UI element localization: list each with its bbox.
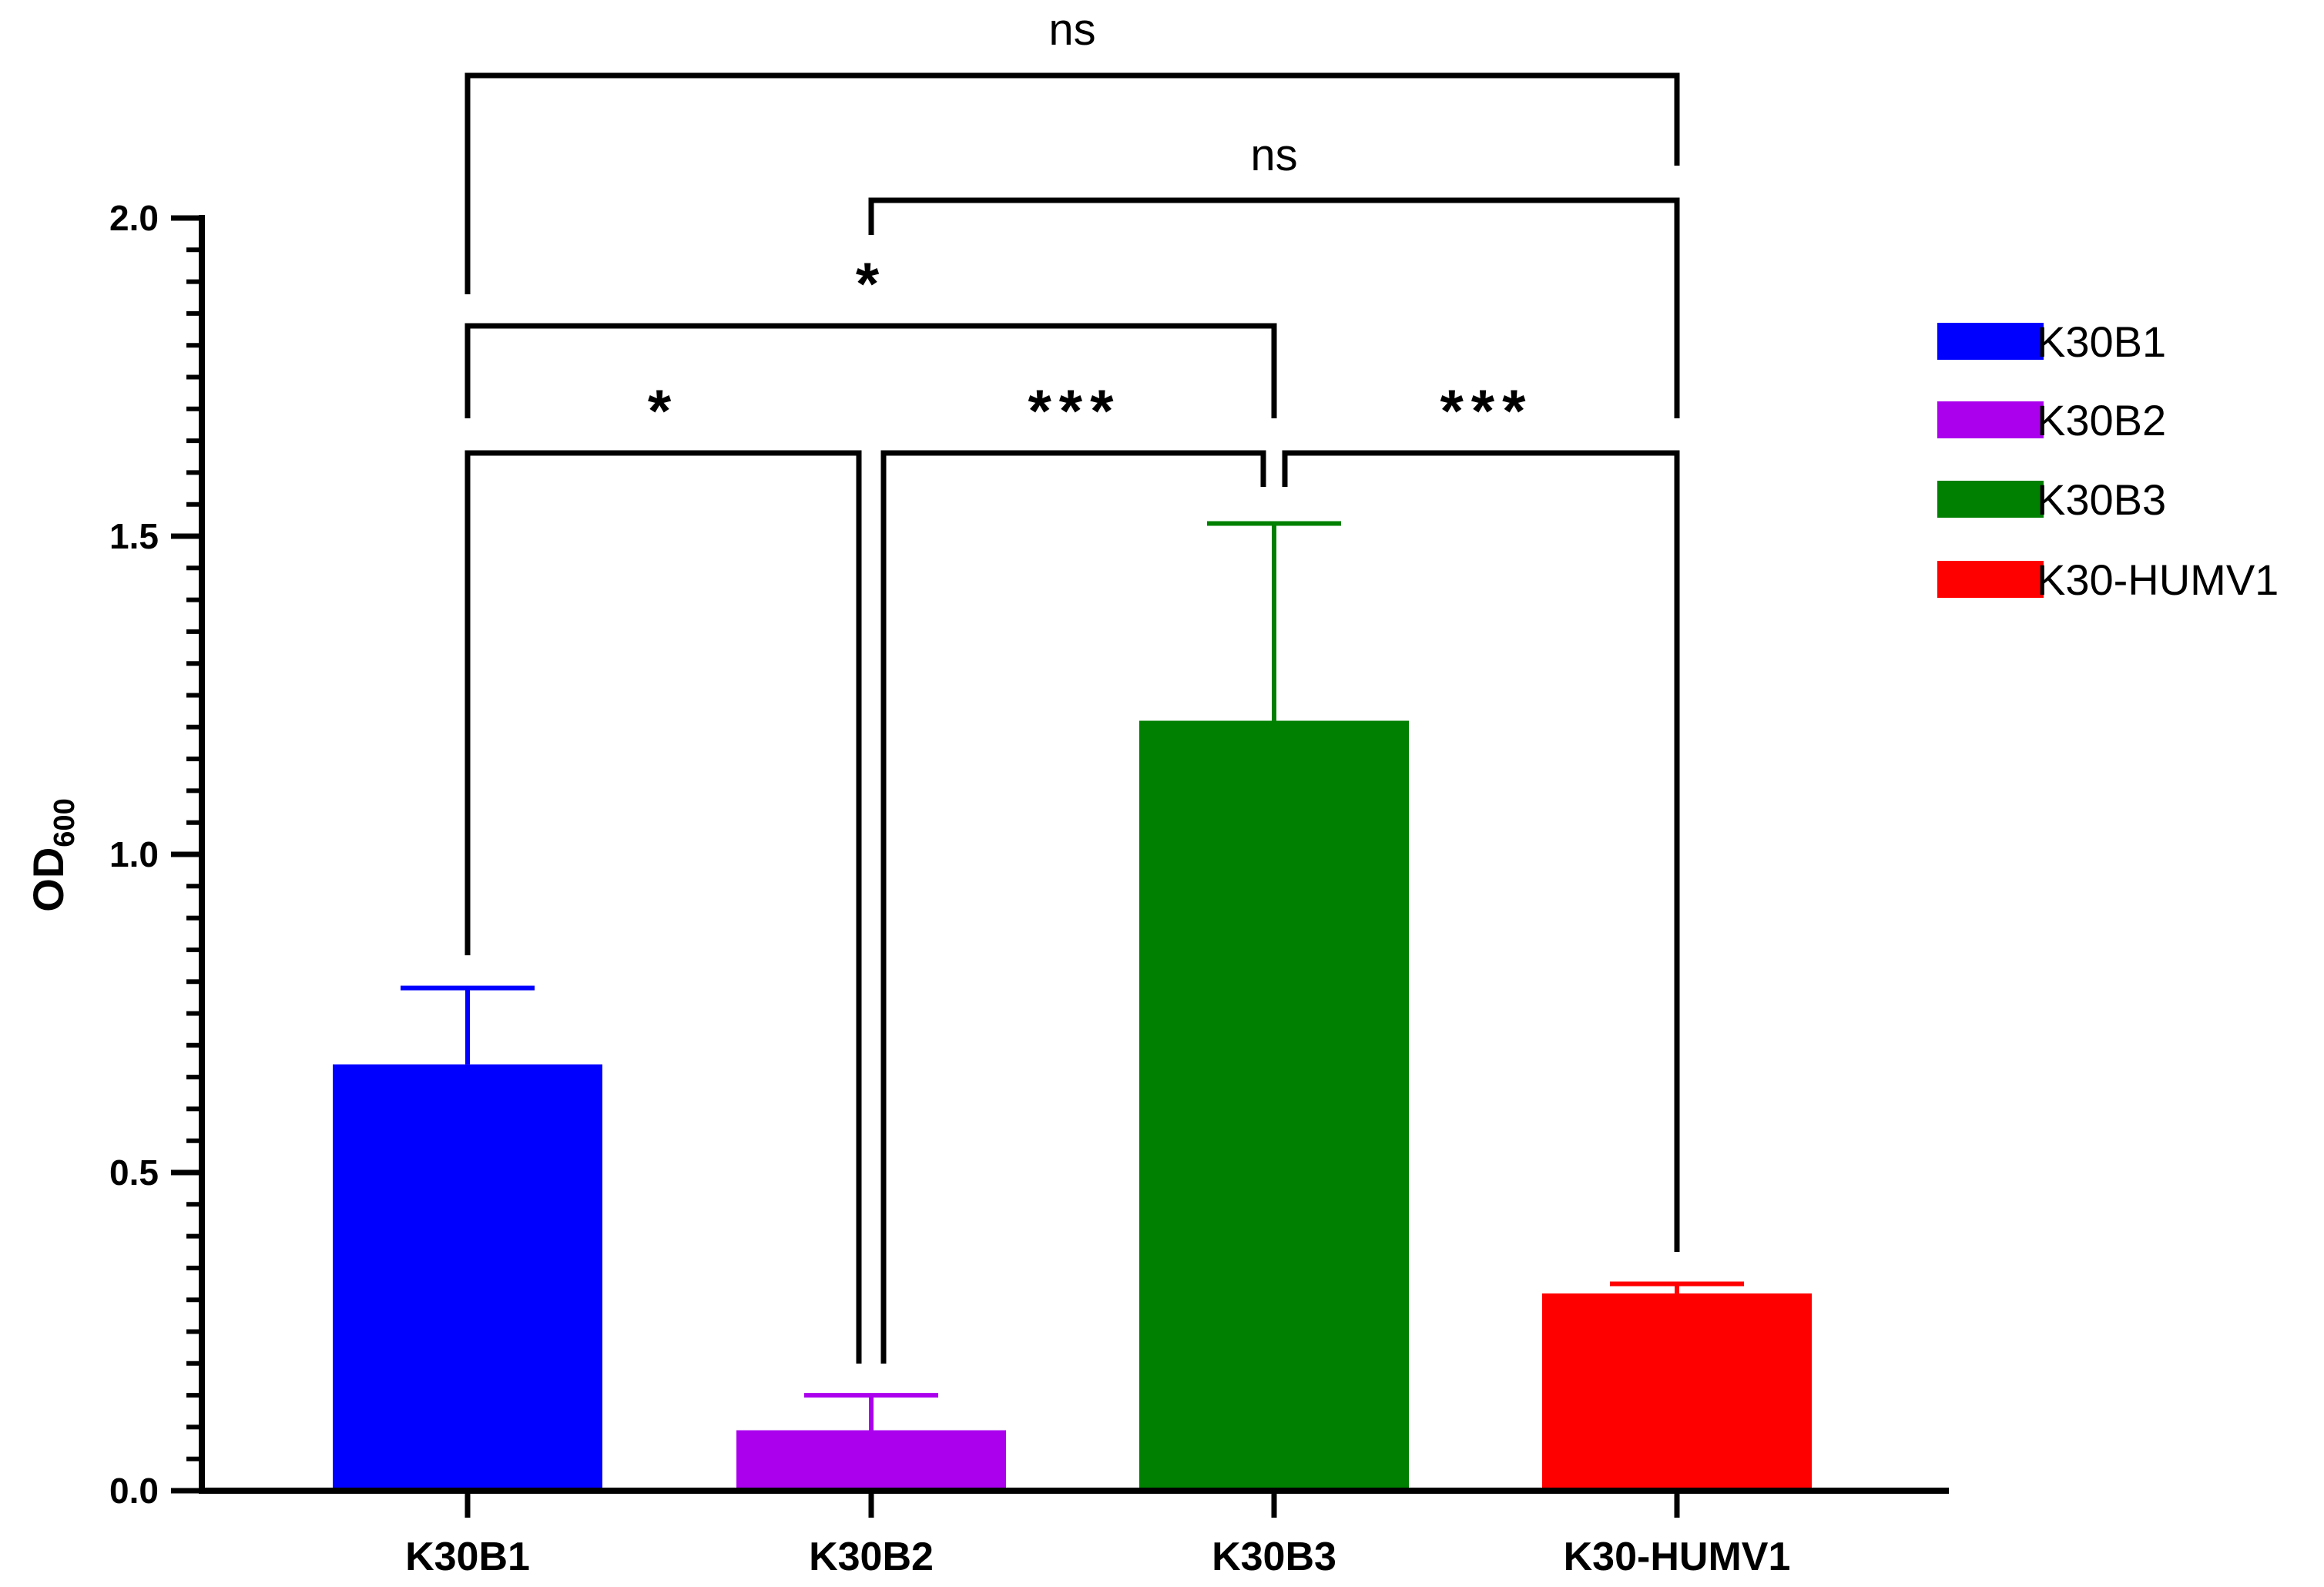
bars: [333, 720, 1812, 1491]
significance-bracket: [880, 450, 1266, 1364]
y-axis-ticks: 0.0 0.5 1.0 1.5 2.0: [109, 198, 202, 1511]
x-tick-label: K30-HUMV1: [1564, 1535, 1791, 1579]
bar-k30b2: [736, 1430, 1006, 1491]
legend-label: K30-HUMV1: [2037, 555, 2279, 604]
bar-k30-humv1: [1542, 1293, 1812, 1491]
significance-label: ns: [1048, 5, 1095, 55]
y-tick-label: 1.0: [109, 834, 159, 874]
error-bars: [401, 521, 1744, 1431]
significance-bracket: [464, 450, 862, 1364]
significance-label: ***: [1440, 377, 1533, 445]
significance-bracket: [868, 197, 1680, 418]
axis-labels: K30B1 K30B2 K30B3 K30-HUMV1 OD600: [24, 798, 1790, 1579]
legend-swatch: [1937, 323, 2044, 360]
y-axis-title-main: OD: [24, 847, 72, 912]
legend-label: K30B2: [2037, 396, 2166, 445]
significance-bracket: [1282, 450, 1680, 1252]
significance-bracket: [464, 323, 1277, 418]
y-axis-title-subscript: 600: [49, 798, 81, 847]
y-tick-label: 0.5: [109, 1153, 159, 1193]
axes: [199, 215, 1949, 1518]
x-tick-label: K30B3: [1212, 1535, 1336, 1579]
legend-swatch: [1937, 561, 2044, 598]
legend-label: K30B3: [2037, 475, 2166, 524]
y-tick-label: 1.5: [109, 516, 159, 556]
y-tick-label: 2.0: [109, 198, 159, 238]
legend: K30B1 K30B2 K30B3 K30-HUMV1: [1937, 317, 2279, 604]
significance-label: *: [856, 250, 887, 317]
significance-label: *: [648, 377, 679, 445]
x-tick-label: K30B1: [405, 1535, 530, 1579]
x-tick-label: K30B2: [809, 1535, 934, 1579]
bar-k30b1: [333, 1064, 602, 1491]
significance-label: ***: [1028, 377, 1121, 445]
bar-k30b3: [1139, 720, 1409, 1491]
significance-bracket: [464, 72, 1680, 294]
legend-label: K30B1: [2037, 317, 2166, 366]
y-axis-title: OD600: [24, 798, 81, 911]
y-tick-label: 0.0: [109, 1471, 159, 1511]
significance-label: ns: [1250, 130, 1297, 180]
legend-swatch: [1937, 401, 2044, 438]
legend-swatch: [1937, 481, 2044, 518]
